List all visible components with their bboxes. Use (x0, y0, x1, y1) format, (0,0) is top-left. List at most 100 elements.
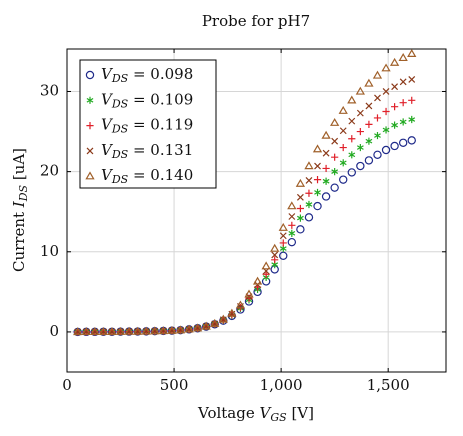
data-point (365, 120, 373, 128)
data-point (117, 328, 124, 336)
data-point (391, 121, 399, 129)
legend-marker (86, 122, 94, 130)
data-point (254, 281, 261, 289)
data-point (390, 141, 399, 151)
data-point (227, 308, 237, 317)
data-point (348, 151, 356, 159)
data-point (348, 117, 356, 125)
data-point (374, 94, 381, 102)
data-point (150, 326, 160, 335)
data-point (295, 178, 306, 187)
x-axis-label: Voltage VGS [V] (197, 404, 314, 424)
legend-label: VDS = 0.131 (101, 141, 193, 161)
data-point (296, 225, 305, 234)
data-point (347, 168, 356, 177)
legend-label: VDS = 0.109 (101, 90, 193, 110)
data-point (399, 78, 407, 86)
data-point (151, 327, 159, 335)
data-point (339, 143, 347, 152)
data-point (399, 99, 407, 107)
y-tick-label: 30 (40, 81, 59, 99)
data-point (382, 88, 390, 95)
data-point (305, 189, 313, 197)
y-tick-label: 10 (40, 242, 59, 260)
data-point (287, 201, 297, 210)
data-point (374, 131, 381, 140)
data-point (252, 276, 263, 285)
legend-label: VDS = 0.140 (101, 166, 193, 186)
data-point (381, 145, 391, 155)
data-point (296, 214, 304, 222)
x-tick-label: 1,000 (260, 376, 303, 394)
data-point (288, 221, 296, 229)
data-point (288, 229, 296, 237)
data-point (364, 156, 374, 165)
data-point (330, 183, 339, 192)
data-point (373, 114, 382, 122)
x-tick-label: 0 (62, 376, 72, 394)
legend-marker (85, 70, 95, 80)
data-point (287, 237, 297, 247)
data-point (314, 162, 321, 170)
data-point (279, 239, 287, 247)
y-tick-label: 0 (49, 322, 59, 340)
data-point (407, 49, 417, 58)
data-point (408, 76, 416, 83)
data-point (99, 328, 107, 336)
legend-marker (86, 147, 94, 155)
data-point (408, 115, 416, 124)
data-point (382, 107, 390, 116)
data-point (382, 126, 390, 134)
data-point (279, 232, 287, 240)
data-point (355, 86, 365, 95)
data-point (73, 327, 83, 336)
data-point (399, 118, 407, 126)
data-point (91, 328, 99, 336)
data-point (270, 243, 280, 252)
data-point (141, 326, 151, 335)
data-point (339, 159, 347, 167)
data-point (331, 137, 339, 145)
data-point (271, 256, 279, 264)
data-point (184, 324, 194, 333)
data-point (364, 78, 374, 87)
data-point (218, 314, 228, 323)
data-point (305, 177, 313, 184)
data-point (338, 105, 348, 114)
data-point (168, 327, 176, 335)
data-point (167, 325, 177, 334)
data-point (339, 175, 348, 184)
data-point (81, 327, 91, 336)
data-point (331, 153, 339, 161)
data-point (235, 300, 246, 309)
data-point (304, 161, 314, 170)
data-point (108, 328, 116, 336)
data-point (271, 251, 279, 259)
data-point (407, 136, 416, 145)
data-point (373, 150, 382, 159)
data-point (391, 103, 399, 111)
x-tick-label: 1,500 (367, 376, 410, 394)
data-point (82, 328, 90, 336)
data-point (304, 213, 314, 222)
y-axis-label: Current IDS [uA] (10, 148, 30, 272)
legend-marker (85, 171, 95, 180)
data-point (314, 188, 321, 197)
data-point (115, 326, 126, 335)
data-point (158, 326, 168, 335)
data-point (322, 149, 330, 157)
chart-title: Probe for pH7 (202, 12, 310, 30)
plot-frame (66, 48, 447, 373)
data-point (322, 164, 330, 173)
data-point (296, 193, 304, 201)
y-tick-label: 20 (40, 162, 59, 180)
data-point (288, 213, 296, 220)
data-point (201, 321, 211, 330)
data-point (192, 323, 203, 332)
data-point (98, 326, 109, 335)
data-point (107, 326, 117, 335)
data-point (398, 138, 408, 147)
data-point (244, 289, 254, 298)
data-point (175, 325, 186, 334)
